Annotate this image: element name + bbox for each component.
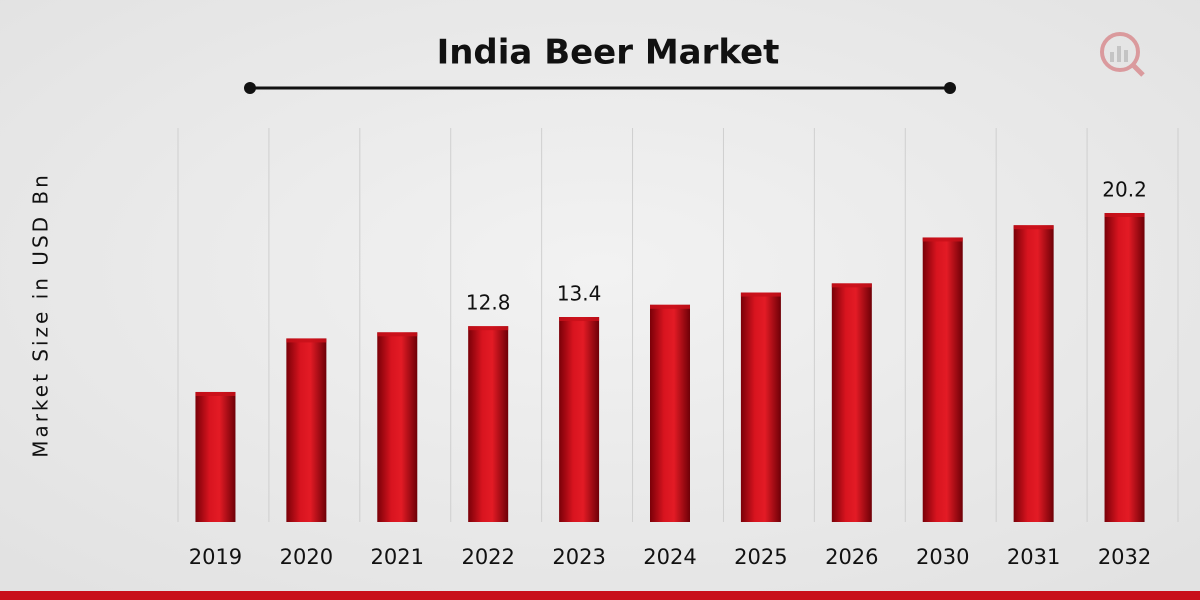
- y-axis-label: Market Size in USD Bn: [29, 172, 53, 458]
- data-label: 12.8: [466, 291, 511, 315]
- bar-top: [1104, 213, 1145, 217]
- bar: [922, 237, 963, 522]
- bar-top: [831, 283, 872, 288]
- bar: [468, 326, 509, 522]
- x-tick-label: 2020: [280, 545, 333, 569]
- bar: [650, 304, 690, 522]
- data-label: 20.2: [1102, 178, 1147, 202]
- bar-top: [377, 332, 418, 337]
- bar: [1104, 213, 1145, 522]
- bar-top: [468, 326, 509, 331]
- bar: [1013, 225, 1054, 523]
- logo: [1100, 32, 1145, 77]
- bar-top: [1013, 225, 1054, 230]
- bar: [195, 391, 236, 522]
- x-tick-label: 2030: [916, 545, 969, 569]
- chart-title: India Beer Market: [437, 33, 780, 73]
- bar-top: [922, 237, 963, 242]
- x-tick-label: 2023: [552, 545, 605, 569]
- bar-top: [559, 317, 600, 322]
- x-tick-label: 2032: [1098, 545, 1151, 569]
- x-tick-label: 2026: [825, 545, 878, 569]
- footer-strip: [0, 591, 1200, 600]
- x-tick-label: 2022: [461, 545, 514, 569]
- rule-dot: [244, 82, 256, 94]
- bar: [740, 292, 781, 522]
- bar: [831, 283, 872, 522]
- x-tick-label: 2024: [643, 545, 696, 569]
- bar-top: [195, 391, 236, 396]
- x-tick-label: 2031: [1007, 545, 1060, 569]
- bar: [286, 338, 327, 522]
- data-label: 13.4: [557, 282, 602, 306]
- bar-top: [286, 338, 327, 343]
- bar-top: [740, 292, 781, 297]
- rule-dot: [944, 82, 956, 94]
- x-tick-label: 2025: [734, 545, 787, 569]
- bar: [377, 332, 418, 522]
- bar: [559, 317, 600, 522]
- x-tick-label: 2021: [371, 545, 424, 569]
- bar-top: [650, 304, 690, 309]
- x-tick-label: 2019: [189, 545, 242, 569]
